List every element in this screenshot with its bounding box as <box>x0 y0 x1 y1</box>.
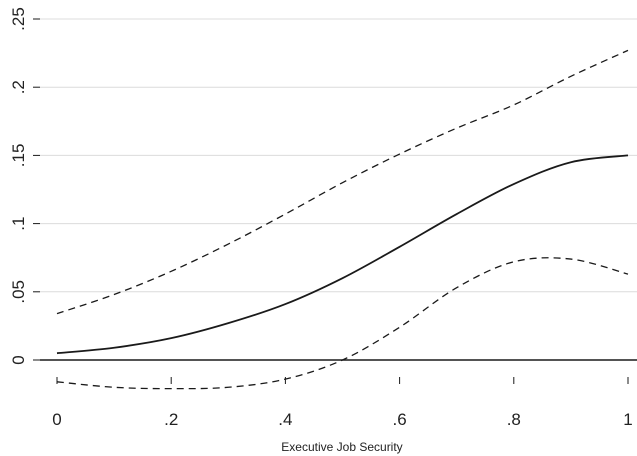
x-axis: 0 .2 .4 .6 .8 1 <box>52 377 633 429</box>
y-tick-label: .25 <box>9 7 28 31</box>
y-axis: 0 .05 .1 .15 .2 .25 <box>9 7 40 365</box>
x-axis-title: Executive Job Security <box>281 440 402 454</box>
series-line-estimate <box>56 154 629 355</box>
y-tick-label: .05 <box>9 280 28 304</box>
series-line-upper <box>56 49 629 315</box>
y-tick-label: .1 <box>9 217 28 231</box>
y-tick-label: .2 <box>9 80 28 94</box>
y-tick-label: .15 <box>9 144 28 168</box>
x-tick-label: .2 <box>164 410 178 429</box>
gridlines <box>40 18 637 293</box>
y-tick-label: 0 <box>9 355 28 364</box>
x-tick-label: 0 <box>52 410 61 429</box>
series-line-lower <box>56 257 629 390</box>
x-tick-label: .8 <box>507 410 521 429</box>
x-tick-label: 1 <box>623 410 632 429</box>
series-lines <box>56 49 629 390</box>
x-tick-label: .6 <box>393 410 407 429</box>
x-tick-label: .4 <box>278 410 292 429</box>
